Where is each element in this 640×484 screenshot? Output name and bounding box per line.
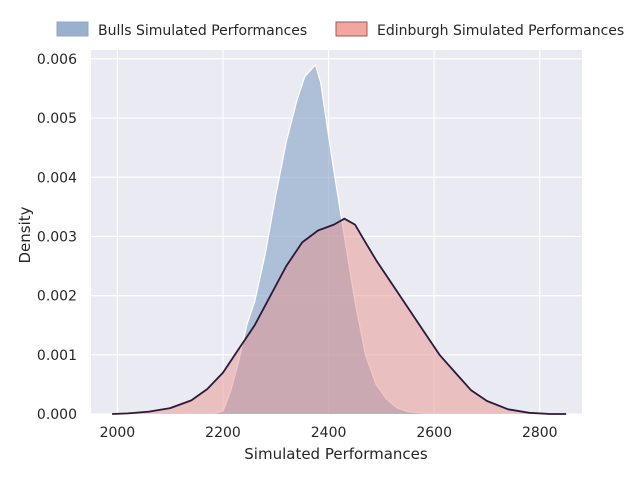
y-tick-label: 0.003 (37, 229, 77, 245)
x-axis-label: Simulated Performances (244, 445, 428, 463)
x-tick-label: 2400 (311, 425, 347, 441)
y-tick-label: 0.004 (37, 170, 77, 186)
y-tick-label: 0.001 (37, 348, 77, 364)
legend-swatch-edinburgh (335, 21, 368, 37)
y-tick-labels: 0.000 0.001 0.002 0.003 0.004 0.005 0.006 (37, 52, 77, 423)
legend-swatch-bulls (56, 21, 89, 37)
y-tick-label: 0.000 (37, 407, 77, 423)
density-line-1 (112, 217, 567, 415)
y-axis-label: Density (16, 206, 34, 263)
y-tick-label: 0.002 (37, 289, 77, 305)
legend-label-bulls: Bulls Simulated Performances (98, 23, 307, 39)
y-tick-label: 0.006 (37, 52, 77, 68)
y-tick-label: 0.005 (37, 111, 77, 127)
x-tick-label: 2800 (522, 425, 558, 441)
x-tick-labels: 2000 2200 2400 2600 2800 (100, 425, 558, 441)
x-tick-label: 2200 (205, 425, 241, 441)
x-tick-label: 2000 (100, 425, 136, 441)
x-tick-label: 2600 (416, 425, 452, 441)
series-layer (112, 64, 567, 415)
legend: Bulls Simulated Performances Edinburgh S… (56, 21, 624, 39)
density-area-1 (112, 218, 567, 414)
legend-label-edinburgh: Edinburgh Simulated Performances (377, 23, 624, 39)
